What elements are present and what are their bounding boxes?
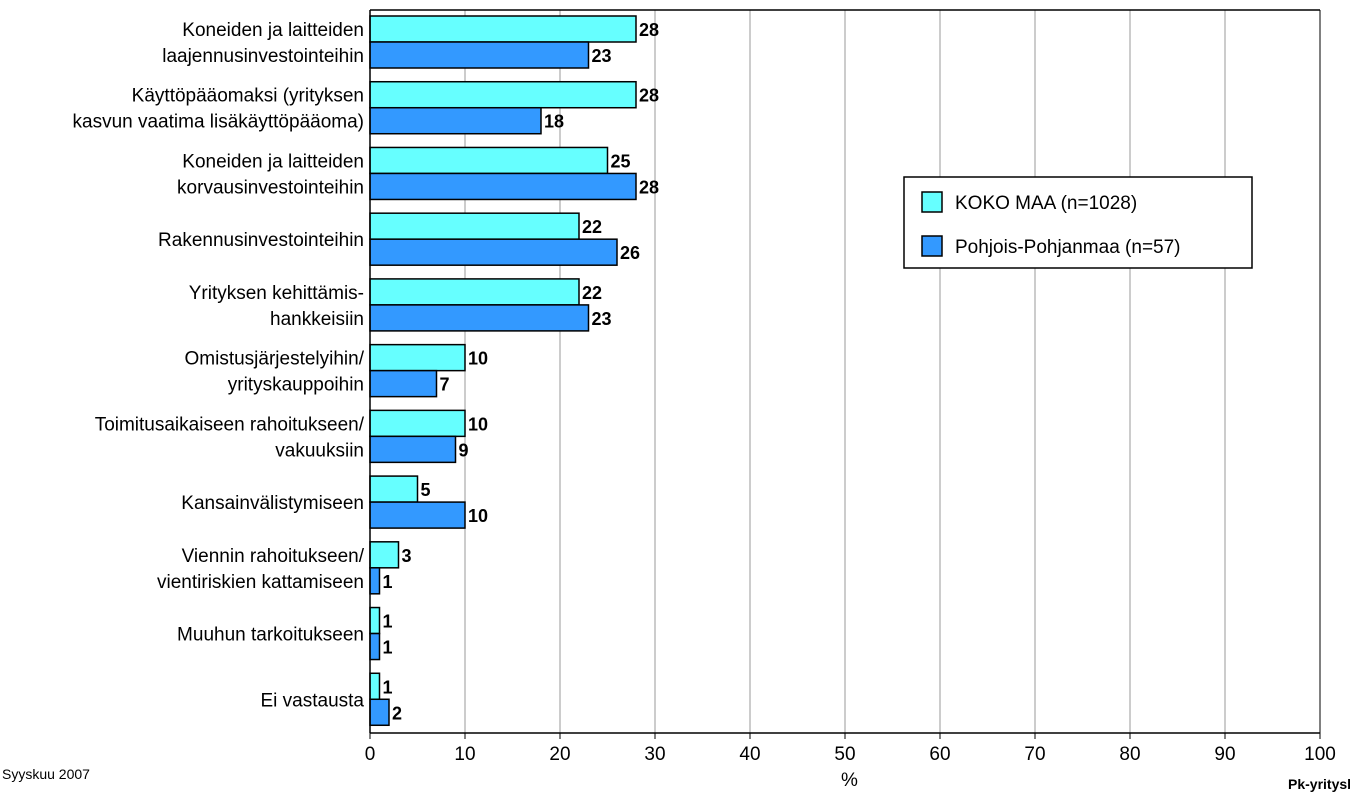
bar-pohjois-pohjanmaa [369,501,466,529]
data-label: 1 [383,638,393,658]
category-label-line: Rakennusinvestointeihin [158,230,364,251]
data-label: 5 [421,480,431,500]
legend-box [903,176,1253,269]
gridlines [464,10,1321,733]
data-label: 26 [620,243,640,263]
data-label: 2 [392,703,402,723]
category-label-line: Omistusjärjestelyihin/ [185,349,365,370]
category-label: Rakennusinvestointeihin [158,230,364,251]
category-label-line: Kansainvälistymiseen [181,493,364,514]
legend-swatch [921,235,943,257]
bar-koko-maa [369,475,419,503]
category-label-line: yrityskauppoihin [228,375,364,396]
data-label: 7 [440,375,450,395]
data-label: 25 [611,151,631,171]
x-tick-label: 10 [454,744,475,765]
bar-pohjois-pohjanmaa [369,567,381,595]
category-label-line: Koneiden ja laitteiden [182,151,364,172]
data-label: 10 [468,349,488,369]
x-tick-label: 70 [1024,744,1045,765]
bar-pohjois-pohjanmaa [369,435,457,464]
legend-swatch [921,191,943,213]
category-label: Kansainvälistymiseen [181,493,364,514]
data-label: 1 [383,612,393,632]
category-label-line: vakuuksiin [275,440,364,461]
x-tick-label: 40 [739,744,760,765]
data-label: 1 [383,677,393,697]
category-label: Koneiden ja laitteiden laajennusinvestoin… [162,20,364,67]
x-tick-label: 50 [834,744,855,765]
category-label-line: hankkeisiin [270,309,364,330]
legend: KOKO MAA (n=1028) Pohjois-Pohjanmaa (n=57… [903,176,1253,269]
data-label: 23 [592,309,612,329]
category-label: Toimitusaikaiseen rahoitukseen/vakuuksii… [95,414,365,461]
legend-label: KOKO MAA (n=1028) [955,193,1137,214]
category-label-line: Käyttöpääomaksi (yrityksen [132,86,364,107]
bar-pohjois-pohjanmaa [369,304,590,332]
data-label: 18 [544,112,564,132]
bar-koko-maa [369,672,381,701]
category-label: Viennin rahoitukseen/vientiriskien katta… [157,546,365,593]
bar-pohjois-pohjanmaa [369,698,390,727]
footer-source: Pk-yritysbarometri [1288,776,1350,792]
data-label: 22 [582,283,602,303]
category-label: Muuhun tarkoitukseen [177,625,364,646]
legend-label: Pohjois-Pohjanmaa (n=57) [955,237,1181,258]
bar-koko-maa [369,409,466,438]
x-axis-title: % [841,770,858,791]
data-label: 28 [639,177,659,197]
category-label: Käyttöpääomaksi (yrityksen kasvun vaatima… [73,86,364,133]
category-label-line: Ei vastausta [261,690,365,711]
x-tick-label: 0 [365,744,376,765]
bar-koko-maa [369,15,637,43]
x-tick-label: 20 [549,744,570,765]
data-label: 10 [468,506,488,526]
x-tick-label: 100 [1304,744,1336,765]
bar-koko-maa [369,541,400,569]
bar-koko-maa [369,278,580,306]
bar-pohjois-pohjanmaa [369,632,381,661]
category-label-line: kasvun vaatima lisäkäyttöpääoma) [73,112,364,133]
bar-koko-maa [369,80,637,109]
bar-pohjois-pohjanmaa [369,41,590,69]
x-tick-label: 80 [1119,744,1140,765]
category-label-line: Toimitusaikaiseen rahoitukseen/ [95,414,365,435]
category-label-line: vientiriskien kattamiseen [157,572,364,593]
category-label-line: korvausinvestointeihin [177,177,364,198]
footer-date: Syyskuu 2007 [2,766,90,782]
data-label: 10 [468,414,488,434]
x-tick-label: 60 [929,744,950,765]
bar-koko-maa [369,212,580,240]
data-label: 1 [383,572,393,592]
category-label: Koneiden ja laitteiden korvausinvestointe… [177,151,364,198]
category-label-line: Koneiden ja laitteiden [182,20,364,41]
x-tick-label: 30 [644,744,665,765]
data-label: 28 [639,86,659,106]
data-label: 3 [402,546,412,566]
data-label: 28 [639,20,659,40]
bar-pohjois-pohjanmaa [369,172,637,201]
category-label: Yrityksen kehittämis-hankkeisiin [189,283,364,330]
bar-koko-maa [369,146,609,175]
bar-pohjois-pohjanmaa [369,238,618,266]
bar-koko-maa [369,343,466,372]
data-label: 9 [459,440,469,460]
category-labels: Koneiden ja laitteiden laajennusinvestoin… [73,20,365,711]
x-tick-label: 90 [1214,744,1235,765]
data-label: 22 [582,217,602,237]
bar-koko-maa [369,606,381,635]
bar-pohjois-pohjanmaa [369,369,438,398]
category-label-line: Viennin rahoitukseen/ [182,546,365,567]
category-label: Omistusjärjestelyihin/yrityskauppoihin [185,349,365,396]
category-label-line: Yrityksen kehittämis- [189,283,364,304]
category-label-line: laajennusinvestointeihin [162,46,364,67]
category-label-line: Muuhun tarkoitukseen [177,625,364,646]
category-label: Ei vastausta [261,690,365,711]
data-label: 23 [592,46,612,66]
axes: 0 10 20 30 40 50 60 70 80 90 100 [365,9,1336,765]
bar-pohjois-pohjanmaa [369,106,542,135]
